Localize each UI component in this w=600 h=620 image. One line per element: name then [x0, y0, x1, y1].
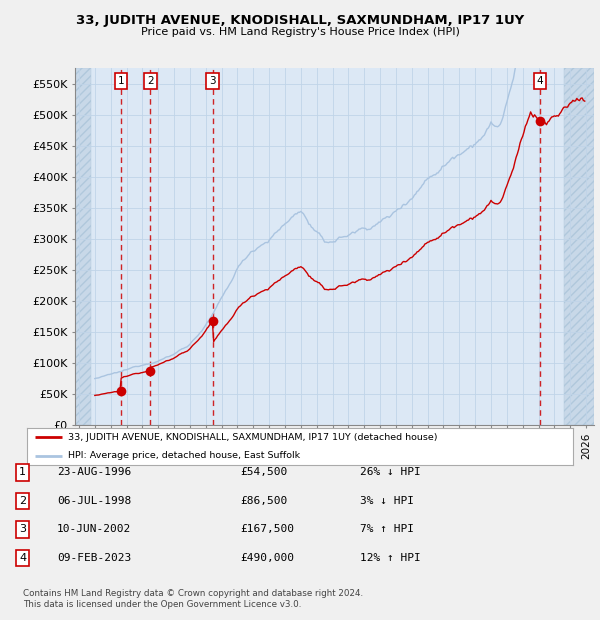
Text: 4: 4	[19, 553, 26, 563]
Text: Price paid vs. HM Land Registry's House Price Index (HPI): Price paid vs. HM Land Registry's House …	[140, 27, 460, 37]
Text: 33, JUDITH AVENUE, KNODISHALL, SAXMUNDHAM, IP17 1UY: 33, JUDITH AVENUE, KNODISHALL, SAXMUNDHA…	[76, 14, 524, 27]
Text: 1: 1	[118, 76, 124, 86]
Text: £54,500: £54,500	[240, 467, 287, 477]
Text: 06-JUL-1998: 06-JUL-1998	[57, 496, 131, 506]
Bar	[563, 68, 594, 425]
Text: 12% ↑ HPI: 12% ↑ HPI	[360, 553, 421, 563]
Text: 3: 3	[209, 76, 216, 86]
Text: 3: 3	[19, 525, 26, 534]
Text: 4: 4	[537, 76, 544, 86]
Text: HPI: Average price, detached house, East Suffolk: HPI: Average price, detached house, East…	[68, 451, 300, 460]
Text: 33, JUDITH AVENUE, KNODISHALL, SAXMUNDHAM, IP17 1UY (detached house): 33, JUDITH AVENUE, KNODISHALL, SAXMUNDHA…	[68, 433, 437, 441]
Text: £167,500: £167,500	[240, 525, 294, 534]
Text: 2: 2	[19, 496, 26, 506]
Text: 10-JUN-2002: 10-JUN-2002	[57, 525, 131, 534]
Text: £490,000: £490,000	[240, 553, 294, 563]
Bar	[75, 68, 91, 425]
Text: 1: 1	[19, 467, 26, 477]
Text: 7% ↑ HPI: 7% ↑ HPI	[360, 525, 414, 534]
Text: 2: 2	[147, 76, 154, 86]
Text: £86,500: £86,500	[240, 496, 287, 506]
Text: Contains HM Land Registry data © Crown copyright and database right 2024.
This d: Contains HM Land Registry data © Crown c…	[23, 590, 363, 609]
Text: 23-AUG-1996: 23-AUG-1996	[57, 467, 131, 477]
Text: 09-FEB-2023: 09-FEB-2023	[57, 553, 131, 563]
Text: 26% ↓ HPI: 26% ↓ HPI	[360, 467, 421, 477]
Text: 3% ↓ HPI: 3% ↓ HPI	[360, 496, 414, 506]
